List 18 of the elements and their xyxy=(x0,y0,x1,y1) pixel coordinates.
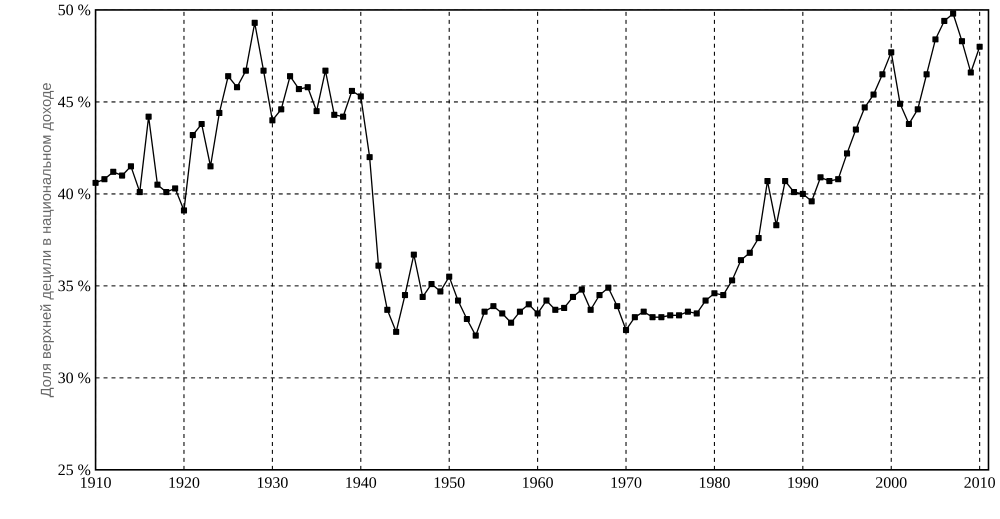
y-tick-label: 25 % xyxy=(58,464,90,476)
x-tick-label: 1980 xyxy=(700,477,730,488)
x-tick-label: 1930 xyxy=(258,477,288,488)
y-tick-label: 35 % xyxy=(58,280,90,292)
y-tick-label: 45 % xyxy=(58,96,90,108)
x-tick-label: 2000 xyxy=(876,477,907,488)
x-tick-label: 1990 xyxy=(788,477,818,488)
x-tick-label: 1940 xyxy=(346,477,376,488)
x-tick-label: 1960 xyxy=(523,477,553,488)
y-tick-label: 30 % xyxy=(58,372,90,384)
x-tick-label: 1920 xyxy=(169,477,200,488)
x-tick-label: 1950 xyxy=(434,477,465,488)
y-tick-label: 40 % xyxy=(58,188,90,200)
y-axis-title: Доля верхней децили в национальном доходе xyxy=(40,83,54,398)
y-tick-label: 50 % xyxy=(58,4,90,16)
x-tick-label: 1910 xyxy=(81,477,111,488)
x-tick-label: 1970 xyxy=(611,477,642,488)
x-tick-label: 2010 xyxy=(964,477,995,488)
